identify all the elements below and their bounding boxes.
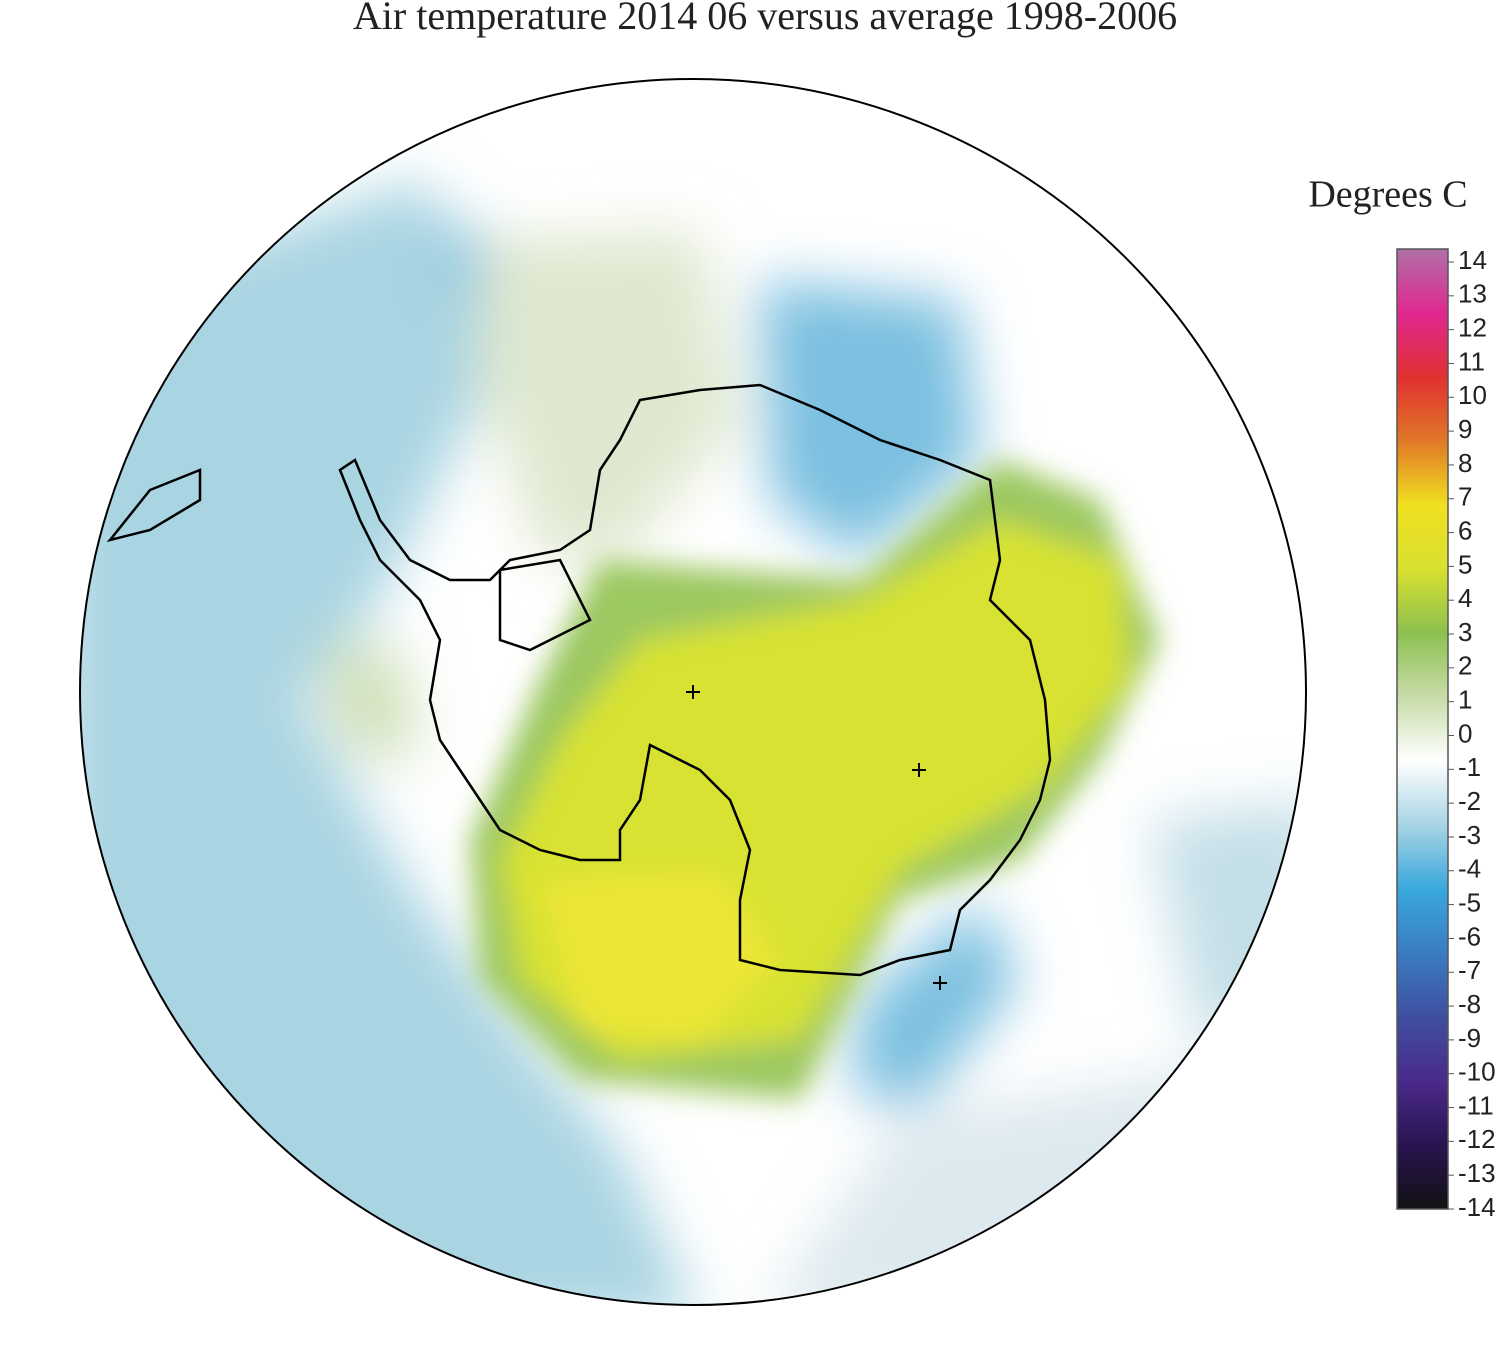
colorbar-tick-label: -2	[1458, 786, 1481, 816]
colorbar-tick-label: 7	[1458, 482, 1472, 512]
colorbar-tick-label: 8	[1458, 448, 1472, 478]
colorbar-title: Degrees C	[1308, 174, 1467, 216]
colorbar-tick-label: -13	[1458, 1158, 1496, 1188]
colorbar-tick-label: 1	[1458, 685, 1472, 715]
colorbar-tick-label: -9	[1458, 1023, 1481, 1053]
markers	[686, 685, 947, 990]
colorbar-tick-label: 3	[1458, 617, 1472, 647]
colorbar-tick-label: -5	[1458, 887, 1481, 917]
colorbar-tick-label: -10	[1458, 1057, 1496, 1087]
colorbar-tick-label: 4	[1458, 583, 1472, 613]
colorbar-tick-label: 0	[1458, 718, 1472, 748]
colorbar-tick-label: 14	[1458, 245, 1487, 275]
map-title: Air temperature 2014 06 versus average 1…	[353, 0, 1177, 38]
coastline	[106, 383, 1052, 977]
colorbar-tick-label: -11	[1458, 1090, 1494, 1120]
colorbar-tick-label: -4	[1458, 854, 1481, 884]
colorbar-tick-label: 11	[1458, 346, 1485, 376]
colorbar-tick-label: -14	[1458, 1192, 1496, 1222]
colorbar-tick-label: -1	[1458, 752, 1481, 782]
map-boundary	[79, 78, 1307, 1306]
colorbar-tick-label: -8	[1458, 989, 1481, 1019]
colorbar-tick-label: 6	[1458, 515, 1472, 545]
colorbar-tick-label: -12	[1458, 1124, 1496, 1154]
colorbar-tick-label: 2	[1458, 651, 1472, 681]
colorbar-tick-label: -6	[1458, 921, 1481, 951]
colorbar-tick-label: 12	[1458, 313, 1487, 343]
colorbar-tick-label: -3	[1458, 820, 1481, 850]
colorbar	[1396, 248, 1449, 1210]
colorbar-tick-label: 5	[1458, 549, 1472, 579]
anomaly-field	[80, 79, 1306, 1305]
colorbar-tick-label: 10	[1458, 380, 1487, 410]
colorbar-tick-label: 13	[1458, 279, 1487, 309]
colorbar-tick-label: 9	[1458, 414, 1472, 444]
colorbar-tick-label: -7	[1458, 955, 1481, 985]
